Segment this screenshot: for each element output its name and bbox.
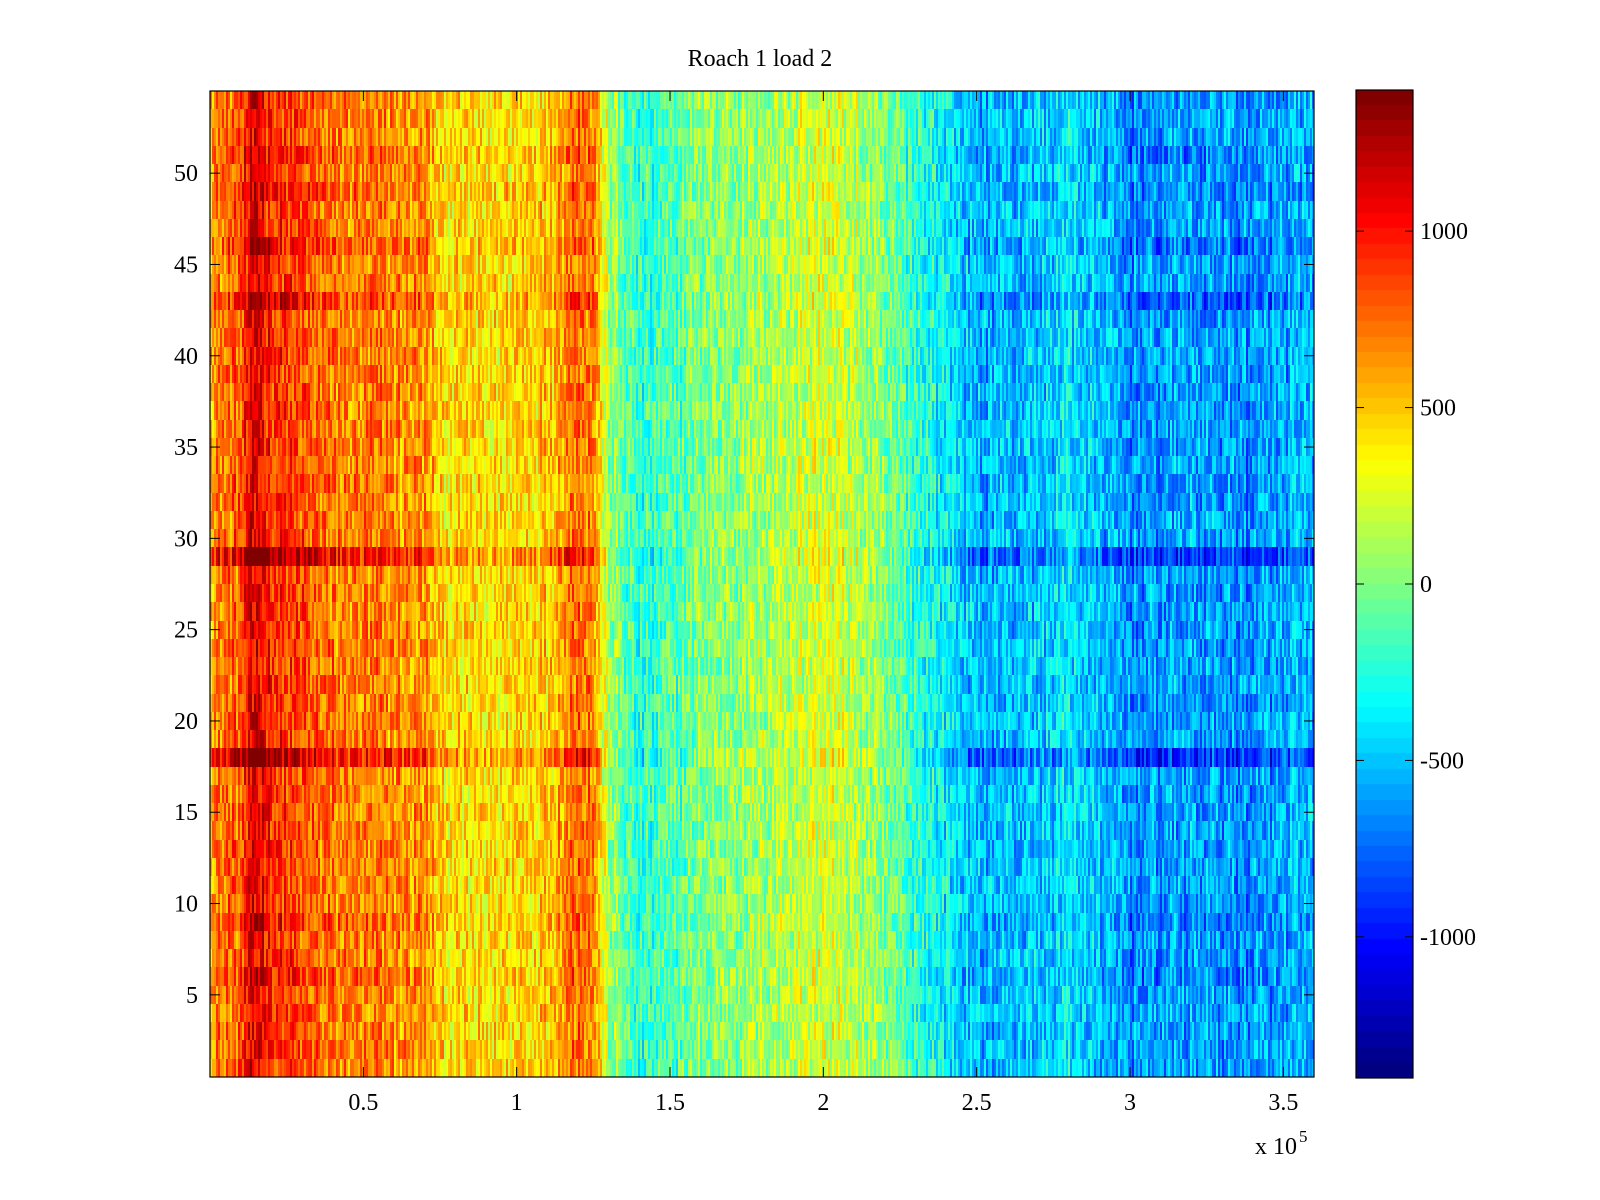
x-axis: 0.5 1 1.5 2 2.5 3 3.5 (348, 91, 1298, 1116)
x-tick-label: 0.5 (348, 1090, 378, 1116)
x-multiplier-exponent: 5 (1299, 1127, 1308, 1146)
x-tick-label: 2.5 (962, 1090, 992, 1116)
colorbar-axis: 1000 500 0 -500 -1000 (1356, 219, 1476, 951)
y-tick-label: 30 (174, 526, 198, 552)
chart-title: Roach 1 load 2 (688, 46, 833, 72)
x-tick-label: 3.5 (1268, 1090, 1298, 1116)
x-tick-label: 3 (1124, 1090, 1136, 1116)
y-tick-label: 25 (174, 618, 198, 644)
colorbar-tick-label: 1000 (1420, 219, 1468, 245)
colorbar-frame (1355, 89, 1414, 1079)
y-tick-label: 40 (174, 344, 198, 370)
y-tick-label: 50 (174, 161, 198, 187)
colorbar-tick-label: 500 (1420, 396, 1456, 422)
y-tick-label: 20 (174, 709, 198, 735)
x-tick-label: 1.5 (655, 1090, 685, 1116)
y-tick-label: 15 (174, 800, 198, 826)
y-axis: 5 10 15 20 25 30 35 40 45 50 (174, 161, 1314, 1009)
y-tick-label: 35 (174, 435, 198, 461)
x-tick-label: 2 (817, 1090, 829, 1116)
x-multiplier-base: x 10 (1255, 1134, 1297, 1160)
colorbar-tick-label: 0 (1420, 572, 1432, 598)
y-tick-label: 5 (186, 983, 198, 1009)
plot-area-frame (209, 90, 1315, 1078)
colorbar-gradient (1356, 90, 1413, 1078)
heatmap-image (210, 91, 1314, 1077)
colorbar-tick-label: -500 (1420, 748, 1464, 774)
x-axis-multiplier: x 10 5 (1255, 1127, 1308, 1160)
y-tick-label: 45 (174, 252, 198, 278)
x-tick-label: 1 (511, 1090, 523, 1116)
colorbar-tick-label: -1000 (1420, 925, 1476, 951)
y-tick-label: 10 (174, 892, 198, 918)
